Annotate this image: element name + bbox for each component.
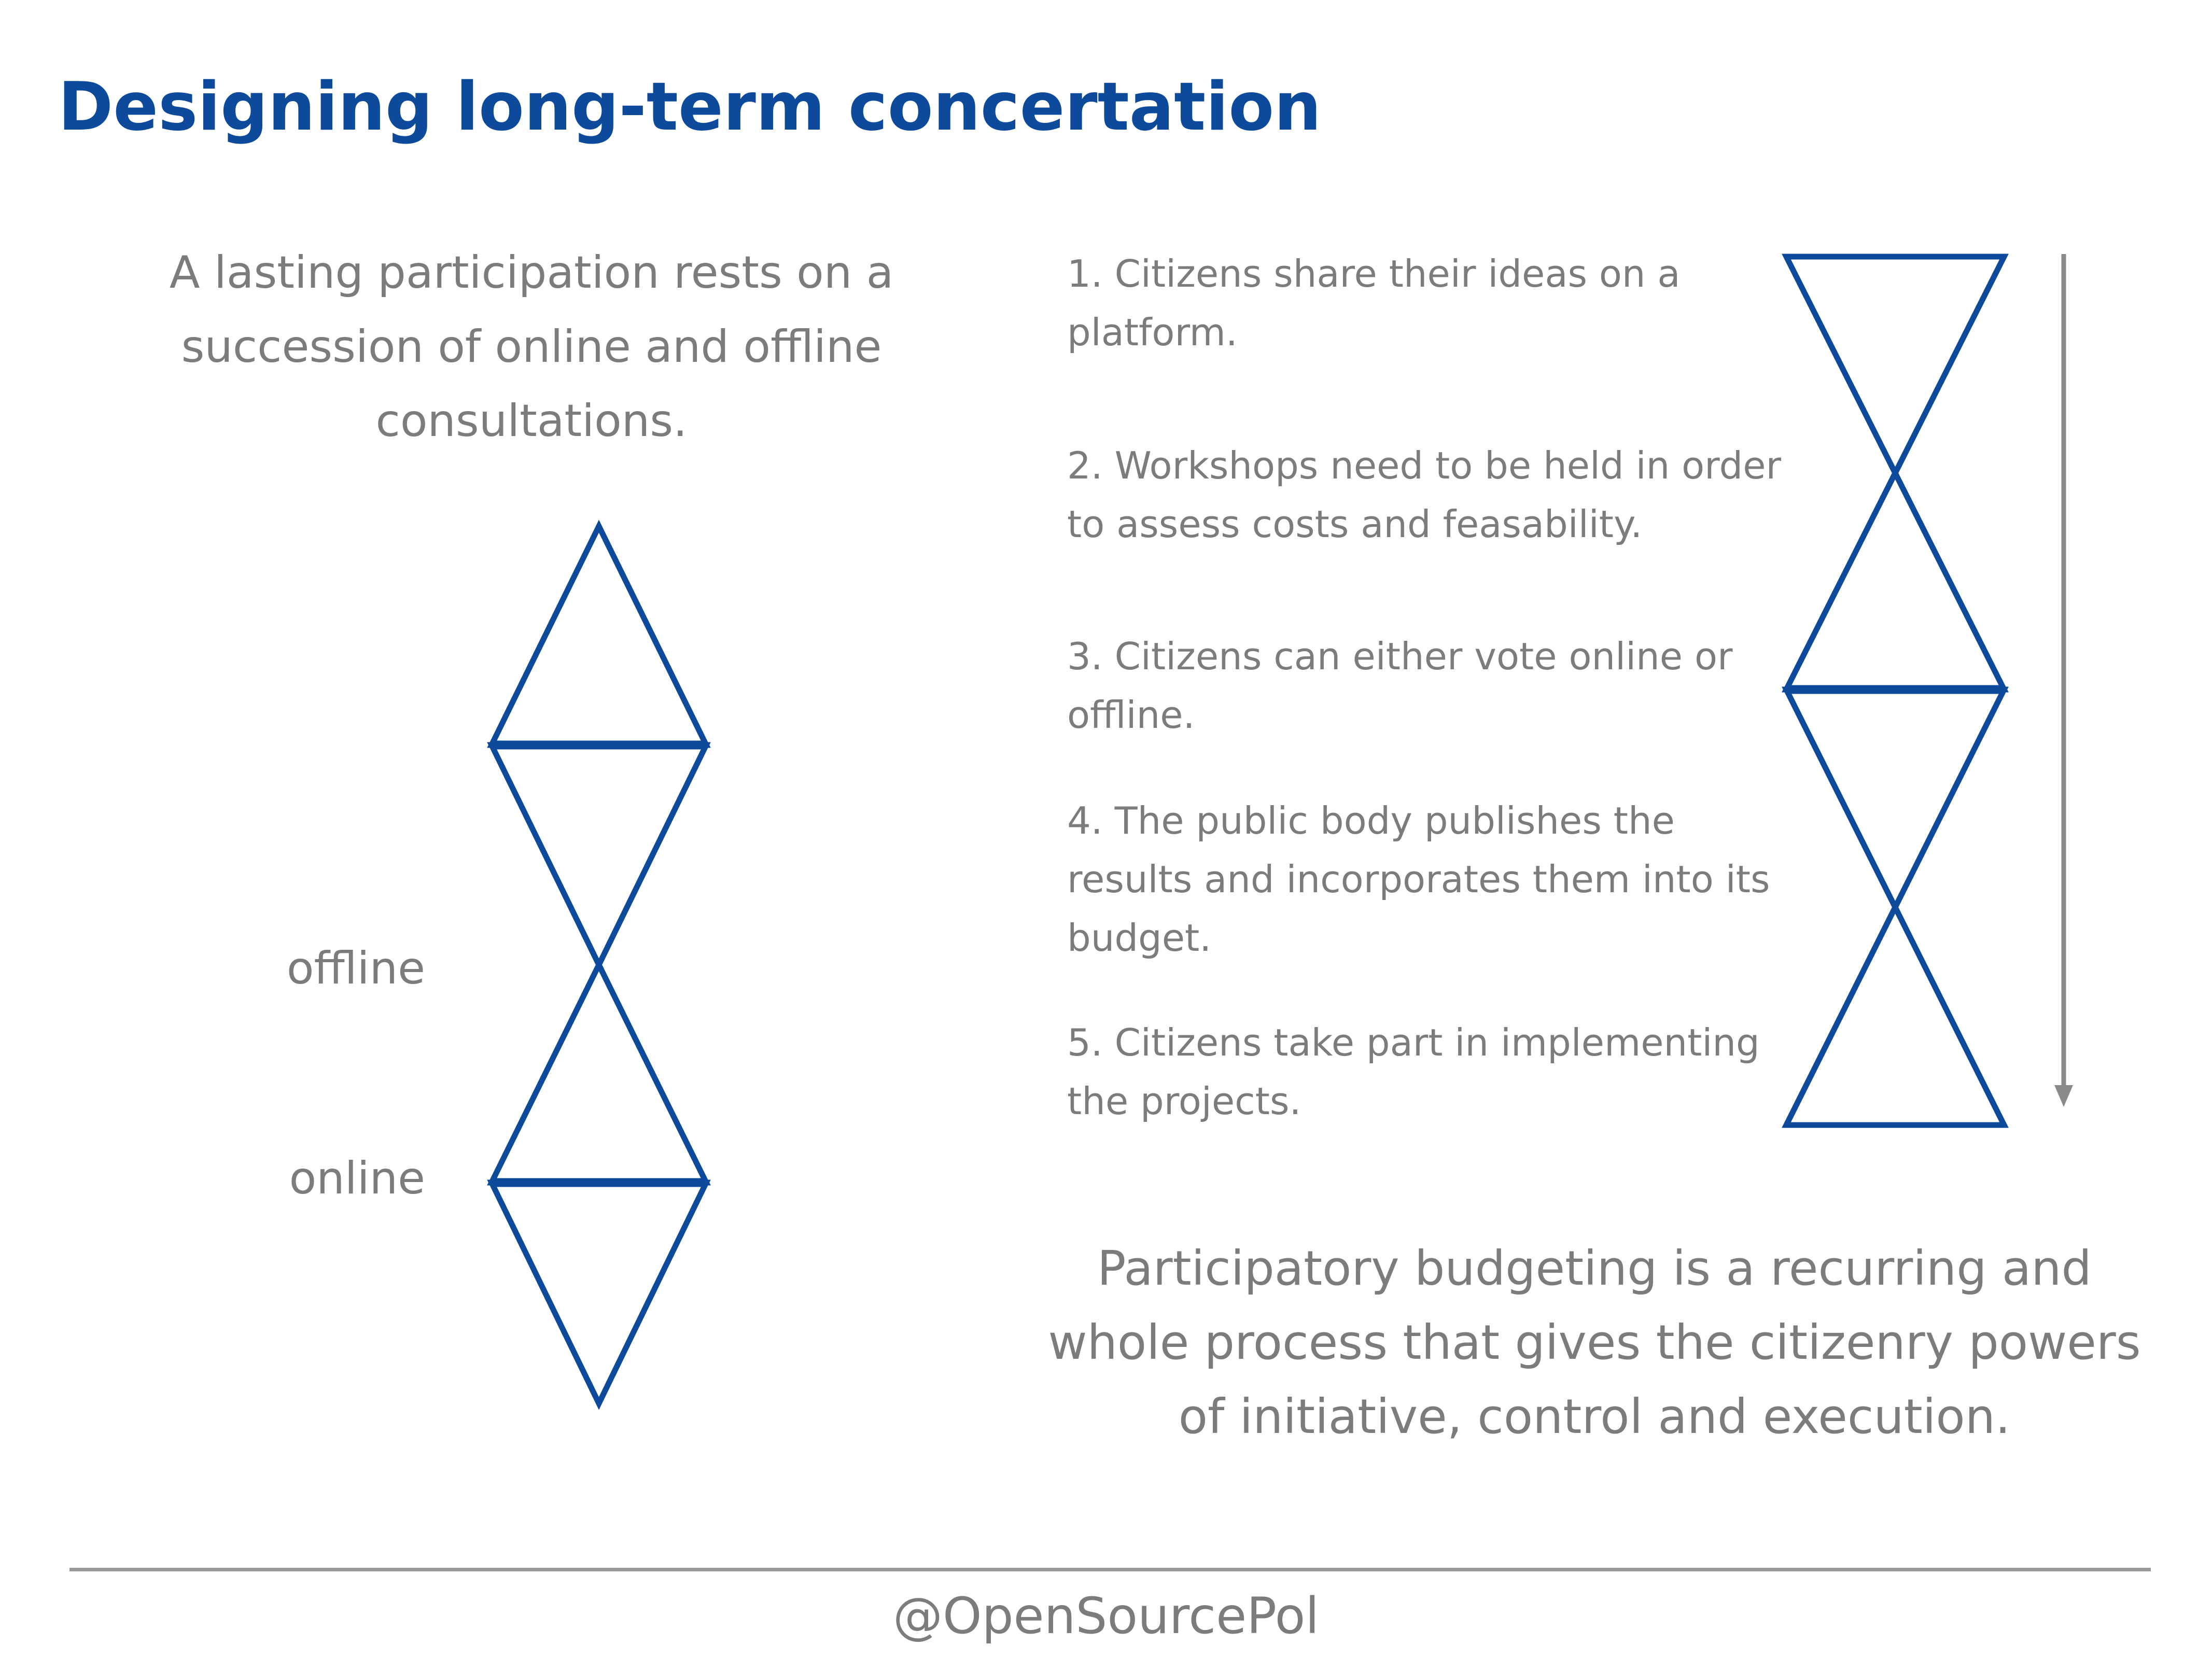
online-label: online — [289, 1152, 425, 1204]
right-hourglass-diagram — [1782, 254, 2009, 1128]
right-lower-hourglass — [1782, 686, 2009, 1128]
process-step-3: 3. Citizens can either vote online or of… — [1067, 635, 1733, 737]
left-triangle-diagram — [487, 519, 711, 1410]
left-bottom-inverted-triangle — [487, 1179, 711, 1410]
process-step-5: 5. Citizens take part in implementing th… — [1067, 1021, 1760, 1123]
process-step-4: 4. The public body publishes the results… — [1067, 799, 1770, 960]
process-step-1: 1. Citizens share their ideas on a platf… — [1067, 252, 1681, 354]
right-upper-hourglass — [1782, 254, 2009, 693]
left-middle-inverted-triangle — [487, 742, 711, 972]
footer-divider — [69, 1568, 2151, 1571]
page-title: Designing long-term concertation — [58, 68, 1322, 146]
left-lower-triangle — [487, 958, 711, 1186]
left-top-triangle — [487, 519, 711, 748]
offline-label: offline — [286, 943, 425, 994]
process-step-2: 2. Workshops need to be held in order to… — [1067, 444, 1782, 546]
down-arrow-icon — [2054, 254, 2073, 1107]
intro-text: A lasting participation rests on a succe… — [169, 247, 894, 447]
summary-text: Participatory budgeting is a recurring a… — [1048, 1241, 2141, 1444]
footer-handle: @OpenSourcePol — [893, 1587, 1319, 1645]
